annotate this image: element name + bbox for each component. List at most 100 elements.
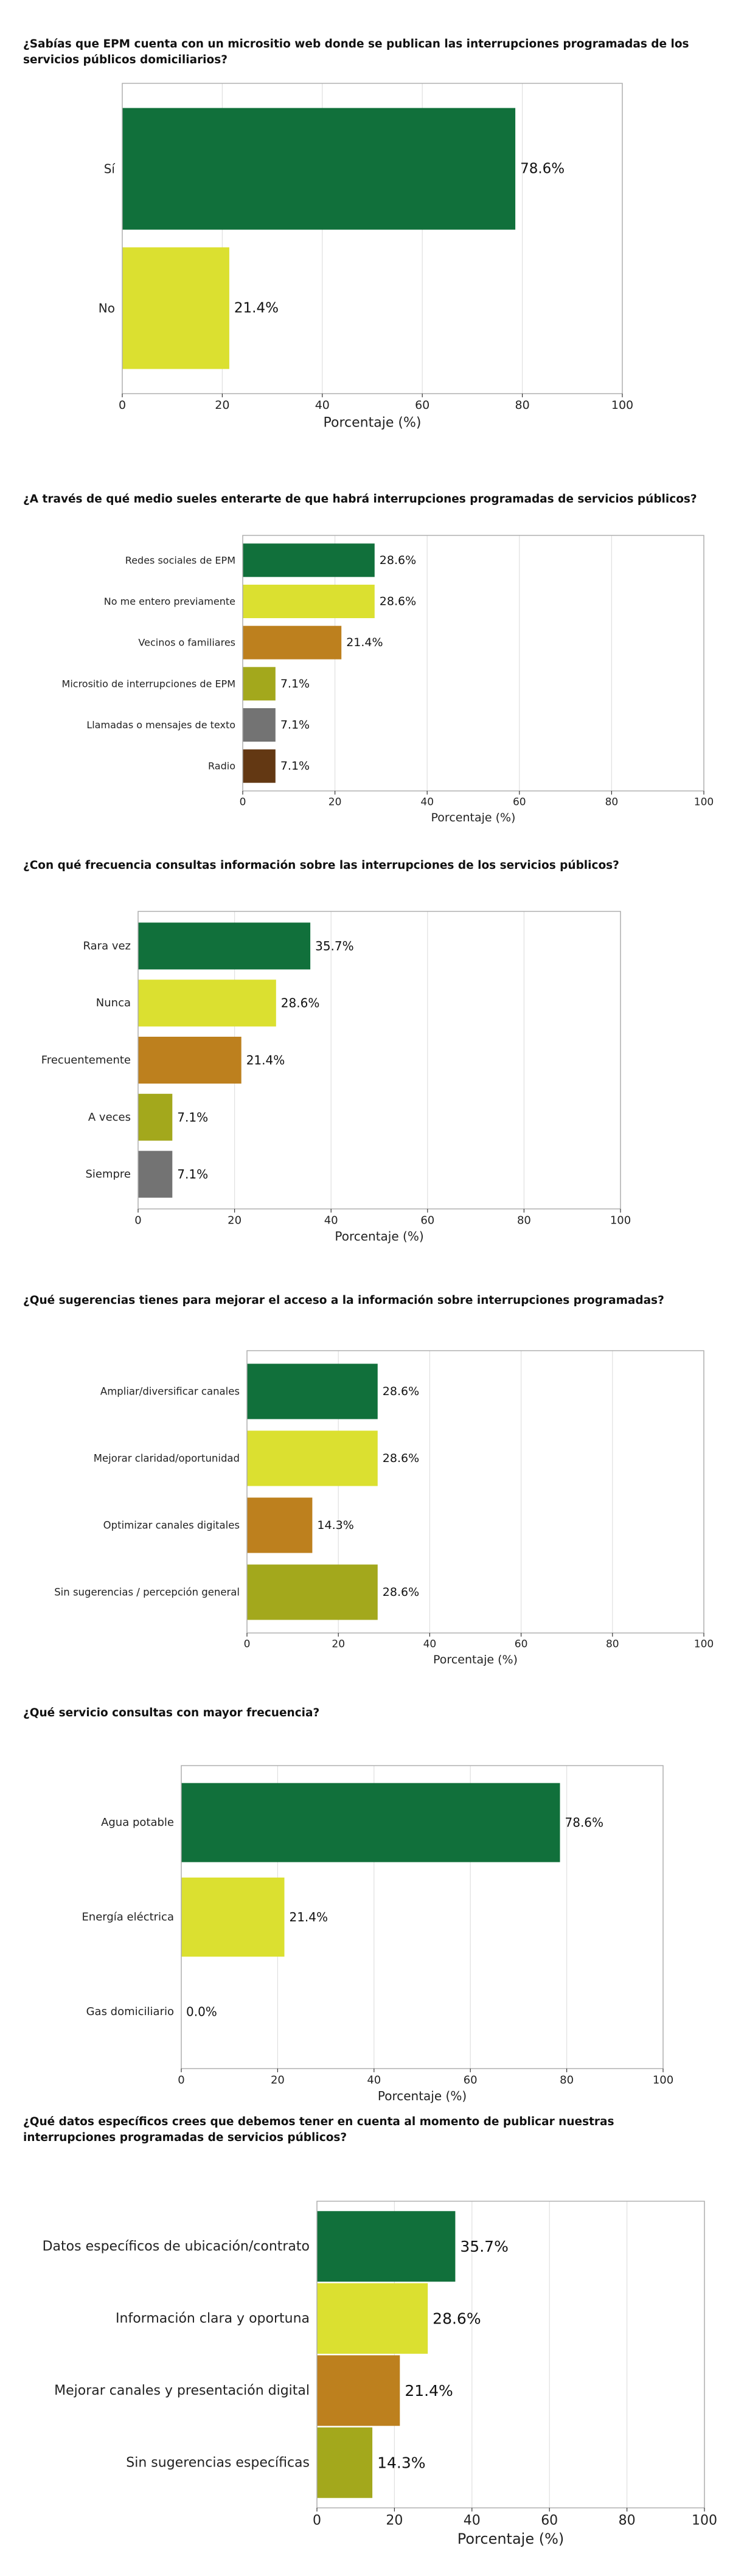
plot-frame (122, 83, 623, 394)
bar (138, 1037, 242, 1084)
x-tick-label: 60 (464, 2073, 478, 2086)
value-label: 28.6% (281, 996, 320, 1011)
value-label: 7.1% (280, 759, 310, 773)
bar (243, 667, 276, 701)
x-axis-label: Porcentaje (%) (431, 811, 516, 824)
category-label: Micrositio de interrupciones de EPM (62, 678, 235, 689)
category-label: Sin sugerencias específicas (126, 2455, 310, 2470)
chart-title: ¿A través de qué medio sueles enterarte … (23, 493, 697, 506)
x-axis-label: Porcentaje (%) (378, 2089, 467, 2103)
value-label: 14.3% (317, 1519, 353, 1532)
category-label: Optimizar canales digitales (103, 1520, 240, 1531)
bar (243, 585, 375, 618)
bar (138, 1093, 173, 1141)
x-tick-label: 40 (423, 1638, 437, 1651)
bar-chart: Agua potable 78.6% Energía eléctrica 21.4% G… (82, 1765, 673, 2103)
value-label: 21.4% (405, 2382, 453, 2400)
x-tick-label: 100 (610, 1214, 631, 1227)
bar-chart: Rara vez 35.7% Nunca 28.6% Frecuentemente 21.… (41, 911, 631, 1244)
x-tick-label: 20 (332, 1638, 345, 1651)
x-tick-label: 100 (692, 2513, 717, 2529)
x-tick-label: 80 (560, 2073, 574, 2086)
bar (317, 2427, 373, 2498)
x-tick-label: 60 (513, 796, 526, 809)
bar (247, 1564, 378, 1620)
category-label: Información clara y oportuna (116, 2311, 310, 2326)
bar (243, 708, 276, 742)
plot-frame (181, 1765, 664, 2069)
value-label: 28.6% (383, 1385, 419, 1398)
category-label: Gas domiciliario (86, 2005, 174, 2018)
value-label: 28.6% (383, 1586, 419, 1599)
x-tick-label: 0 (178, 2073, 184, 2086)
value-label: 7.1% (280, 719, 310, 732)
category-label: Frecuentemente (41, 1054, 131, 1067)
bar-chart: Sí 78.6% No 21.4% 0 20 40 60 80 100 Porcentaje (%) (99, 83, 633, 431)
x-tick-label: 0 (119, 399, 126, 412)
x-axis-label: Porcentaje (%) (457, 2530, 565, 2547)
bar (122, 108, 516, 230)
x-tick-label: 80 (517, 1214, 531, 1227)
value-label: 28.6% (383, 1452, 419, 1465)
bar (138, 980, 276, 1027)
x-tick-label: 60 (515, 1638, 528, 1651)
bar-chart: Datos específicos de ubicación/contrato 3… (43, 2201, 717, 2547)
value-label: 14.3% (377, 2454, 425, 2471)
bar-chart: Ampliar/diversificar canales 28.6% Mejorar… (54, 1350, 714, 1666)
bar (122, 247, 229, 369)
x-axis-label: Porcentaje (%) (433, 1653, 518, 1666)
value-label: 21.4% (246, 1053, 285, 1068)
value-label: 7.1% (177, 1110, 208, 1124)
bar (138, 1150, 173, 1198)
value-label: 7.1% (177, 1167, 208, 1182)
x-tick-label: 40 (464, 2513, 481, 2529)
value-label: 21.4% (289, 1910, 328, 1924)
x-tick-label: 100 (694, 796, 714, 809)
bar (247, 1430, 378, 1486)
x-tick-label: 40 (420, 796, 434, 809)
category-label: A veces (88, 1111, 131, 1124)
category-label: No (99, 301, 115, 316)
x-tick-label: 40 (315, 399, 330, 412)
x-tick-label: 0 (244, 1638, 251, 1651)
x-tick-label: 0 (134, 1214, 141, 1227)
category-label: Sin sugerencias / percepción general (54, 1587, 240, 1598)
x-axis-label: Porcentaje (%) (324, 416, 422, 431)
x-tick-label: 40 (324, 1214, 338, 1227)
chart-title: ¿Qué sugerencias tienes para mejorar el … (23, 1294, 664, 1307)
x-tick-label: 100 (611, 399, 633, 412)
bar (181, 1783, 560, 1862)
category-label: No me entero previamente (104, 596, 235, 607)
category-label: Mejorar canales y presentación digital (54, 2383, 310, 2398)
category-label: Mejorar claridad/oportunidad (94, 1453, 240, 1464)
bar (247, 1363, 378, 1419)
plot-frame (246, 1350, 704, 1634)
category-label: Datos específicos de ubicación/contrato (43, 2239, 310, 2254)
category-label: Siempre (85, 1168, 131, 1181)
category-label: Nunca (96, 997, 131, 1009)
category-label: Energía eléctrica (82, 1911, 174, 1924)
x-tick-label: 100 (653, 2073, 673, 2086)
category-label: Agua potable (101, 1816, 174, 1829)
x-tick-label: 80 (619, 2513, 636, 2529)
bar (317, 2283, 428, 2354)
x-axis-label: Porcentaje (%) (335, 1229, 423, 1244)
x-tick-label: 60 (415, 399, 429, 412)
x-tick-label: 20 (228, 1214, 242, 1227)
x-tick-label: 80 (605, 796, 619, 809)
value-label: 35.7% (315, 939, 354, 953)
x-tick-label: 20 (386, 2513, 403, 2529)
category-label: Vecinos o familiares (138, 637, 235, 649)
category-label: Llamadas o mensajes de texto (86, 719, 235, 731)
bar (247, 1497, 313, 1553)
category-label: Redes sociales de EPM (125, 554, 235, 566)
category-label: Ampliar/diversificar canales (100, 1386, 240, 1398)
bar (317, 2355, 400, 2426)
chart-title: ¿Qué servicio consultas con mayor frecue… (23, 1707, 320, 1719)
x-tick-label: 80 (606, 1638, 619, 1651)
value-label: 0.0% (186, 2004, 217, 2019)
value-label: 21.4% (234, 301, 279, 316)
bar (138, 922, 311, 970)
x-tick-label: 20 (328, 796, 342, 809)
x-tick-label: 40 (367, 2073, 381, 2086)
